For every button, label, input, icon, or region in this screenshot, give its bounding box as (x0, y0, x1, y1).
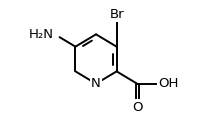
Text: Br: Br (109, 8, 124, 21)
Text: O: O (132, 101, 143, 114)
Text: OH: OH (158, 77, 179, 90)
Text: N: N (91, 77, 101, 90)
Text: H₂N: H₂N (29, 28, 54, 41)
